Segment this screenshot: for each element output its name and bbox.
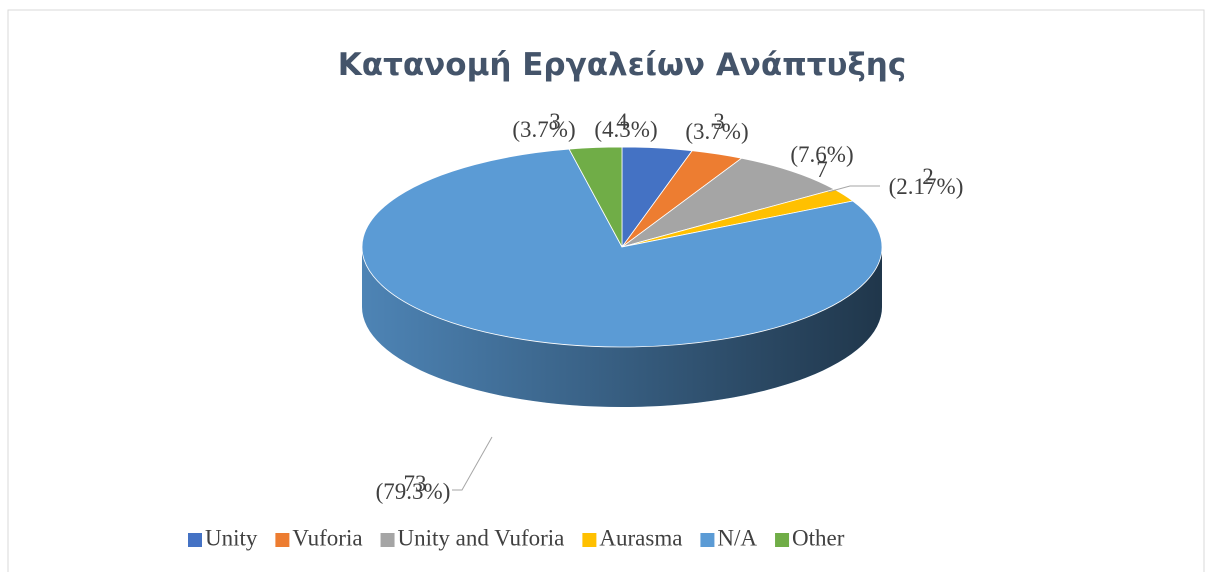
data-label-percent: (3.7%) — [685, 119, 748, 144]
legend-label: Aurasma — [599, 525, 682, 550]
data-label: 2 — [922, 164, 934, 189]
data-label: 4 — [616, 109, 628, 134]
slice — [621, 157, 836, 248]
slice — [361, 148, 883, 348]
legend: Unity Vuforia Unity and Vuforia Aurasma N/A O… — [188, 525, 845, 550]
legend-label: Unity — [205, 525, 258, 550]
data-label: 3 — [549, 109, 561, 134]
legend-swatch — [775, 533, 790, 547]
legend-swatch — [275, 533, 290, 547]
slice — [568, 146, 623, 248]
chart-title: Κατανομή Εργαλείων Ανάπτυξης — [338, 47, 906, 83]
data-label-percent: (7.6%) — [790, 142, 853, 167]
legend-swatch — [582, 533, 597, 547]
slice-side-shade — [362, 247, 882, 407]
legend-label: Other — [792, 525, 845, 550]
legend-label: N/A — [717, 525, 757, 550]
legend-label: Vuforia — [292, 525, 362, 550]
data-label-percent: (3.7%) — [512, 117, 575, 142]
data-labels: 4(4.3%) 3(3.7%)7(7.6%)2(2.17%)73(79.3%)3(… — [376, 109, 964, 504]
data-label: 7 — [816, 157, 828, 182]
data-label: 3 — [713, 109, 725, 134]
chart-border — [7, 9, 1205, 572]
data-label: 73 — [404, 471, 427, 496]
leader-line — [827, 185, 880, 193]
legend-swatch — [700, 533, 715, 547]
data-label-percent: (79.3%) — [376, 479, 451, 504]
data-label-percent: (2.17%) — [889, 174, 964, 199]
pie — [361, 146, 883, 407]
data-label-percent: (4.3%) — [594, 117, 657, 142]
legend-swatch — [380, 533, 395, 547]
legend-swatch — [188, 533, 202, 547]
leader-line — [452, 436, 493, 491]
legend-label: Unity and Vuforia — [398, 525, 565, 550]
